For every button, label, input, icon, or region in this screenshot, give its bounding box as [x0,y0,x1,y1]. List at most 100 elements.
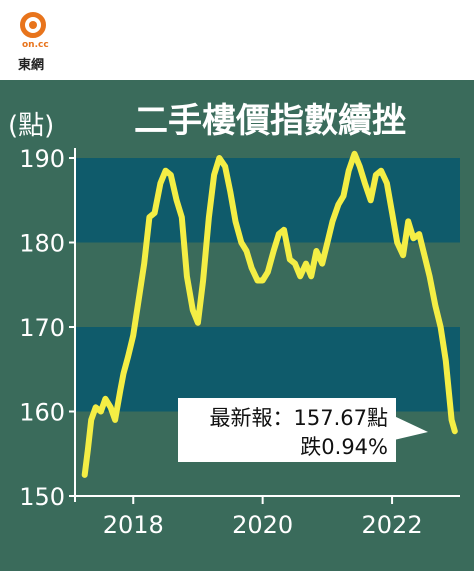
data-point [170,174,172,176]
data-point [127,356,129,358]
data-point [326,242,328,243]
data-point [181,216,183,218]
data-point [305,263,307,265]
data-point [132,334,134,336]
y-tick-label: 190 [19,145,65,173]
x-tick-label: 2022 [362,511,423,539]
data-point [299,275,301,277]
data-point [429,275,431,277]
y-tick-label: 170 [19,314,65,342]
data-point [245,250,247,252]
data-point [380,170,382,172]
data-point [402,254,404,256]
series-line [81,150,458,478]
data-point [123,372,125,374]
on-cc-logo-icon [20,12,46,38]
x-tick-label: 2018 [103,511,164,539]
data-point [391,212,393,214]
data-point [332,220,334,222]
data-point [273,250,275,252]
data-point [407,220,409,222]
data-point [343,195,345,197]
data-point [100,411,102,412]
data-point [337,203,339,205]
data-point [90,419,92,421]
data-point [165,170,167,172]
data-point [202,280,204,282]
chart-title: 二手樓價指數續挫 [134,101,406,141]
annotation-pointer [394,416,428,440]
data-point [289,258,291,260]
data-point [294,263,296,265]
data-point [137,301,139,303]
data-point [364,182,366,184]
data-point [159,182,161,184]
data-point [359,165,361,167]
data-point [451,419,453,421]
data-point [240,242,242,243]
data-point [423,254,425,256]
annotation-background [178,398,396,462]
data-point [104,398,106,400]
data-point [440,326,442,328]
data-point [143,263,145,265]
y-tick-label: 180 [19,230,65,258]
data-point [396,242,398,243]
grid-bands [75,158,460,412]
data-point [114,419,116,421]
data-point [267,271,269,273]
y-tick-label: 150 [19,483,65,511]
data-point [192,309,194,311]
data-point [119,389,121,391]
data-point [256,280,258,282]
data-point [321,263,323,265]
data-point [370,199,372,201]
y-tick-label: 160 [19,399,65,427]
data-point [218,157,220,159]
data-point [224,165,226,167]
data-point [213,174,215,176]
data-point [434,305,436,307]
data-point [234,220,236,222]
data-point [454,430,456,432]
data-point [283,229,285,231]
tick-labels: 150 160 170 180 190 2018 2020 2022 [19,145,422,539]
data-point [186,275,188,277]
logo-dot-icon [29,21,37,29]
data-point [412,237,414,239]
data-point [95,406,97,408]
data-point [176,199,178,201]
annotation-line-1: 最新報：157.67點 [210,406,388,430]
data-point [251,267,253,269]
data-point [87,449,89,451]
axes [69,148,460,504]
data-point [375,174,377,176]
data-point [229,191,231,193]
data-point [197,322,199,324]
data-point [208,216,210,218]
data-point [445,360,447,362]
data-point [278,233,280,235]
data-point [148,216,150,218]
data-point [110,406,112,408]
y-axis-label: (點) [8,111,54,141]
logo-brand-mark: on.cc [22,40,49,50]
data-point [418,233,420,235]
data-point [154,212,156,214]
grid-band [75,327,460,412]
annotation-box: 最新報：157.67點 跌0.94% [178,398,428,462]
data-point [354,153,356,155]
data-point [315,250,317,252]
logo: on.cc 東網 [6,6,64,73]
series-layer [81,150,458,478]
data-point [386,182,388,184]
data-point [262,280,264,282]
data-point [84,474,86,476]
data-point [310,275,312,277]
logo-brand-name: 東網 [18,58,45,73]
annotation-line-2: 跌0.94% [300,435,388,459]
grid-band [75,158,460,243]
x-tick-label: 2020 [232,511,293,539]
